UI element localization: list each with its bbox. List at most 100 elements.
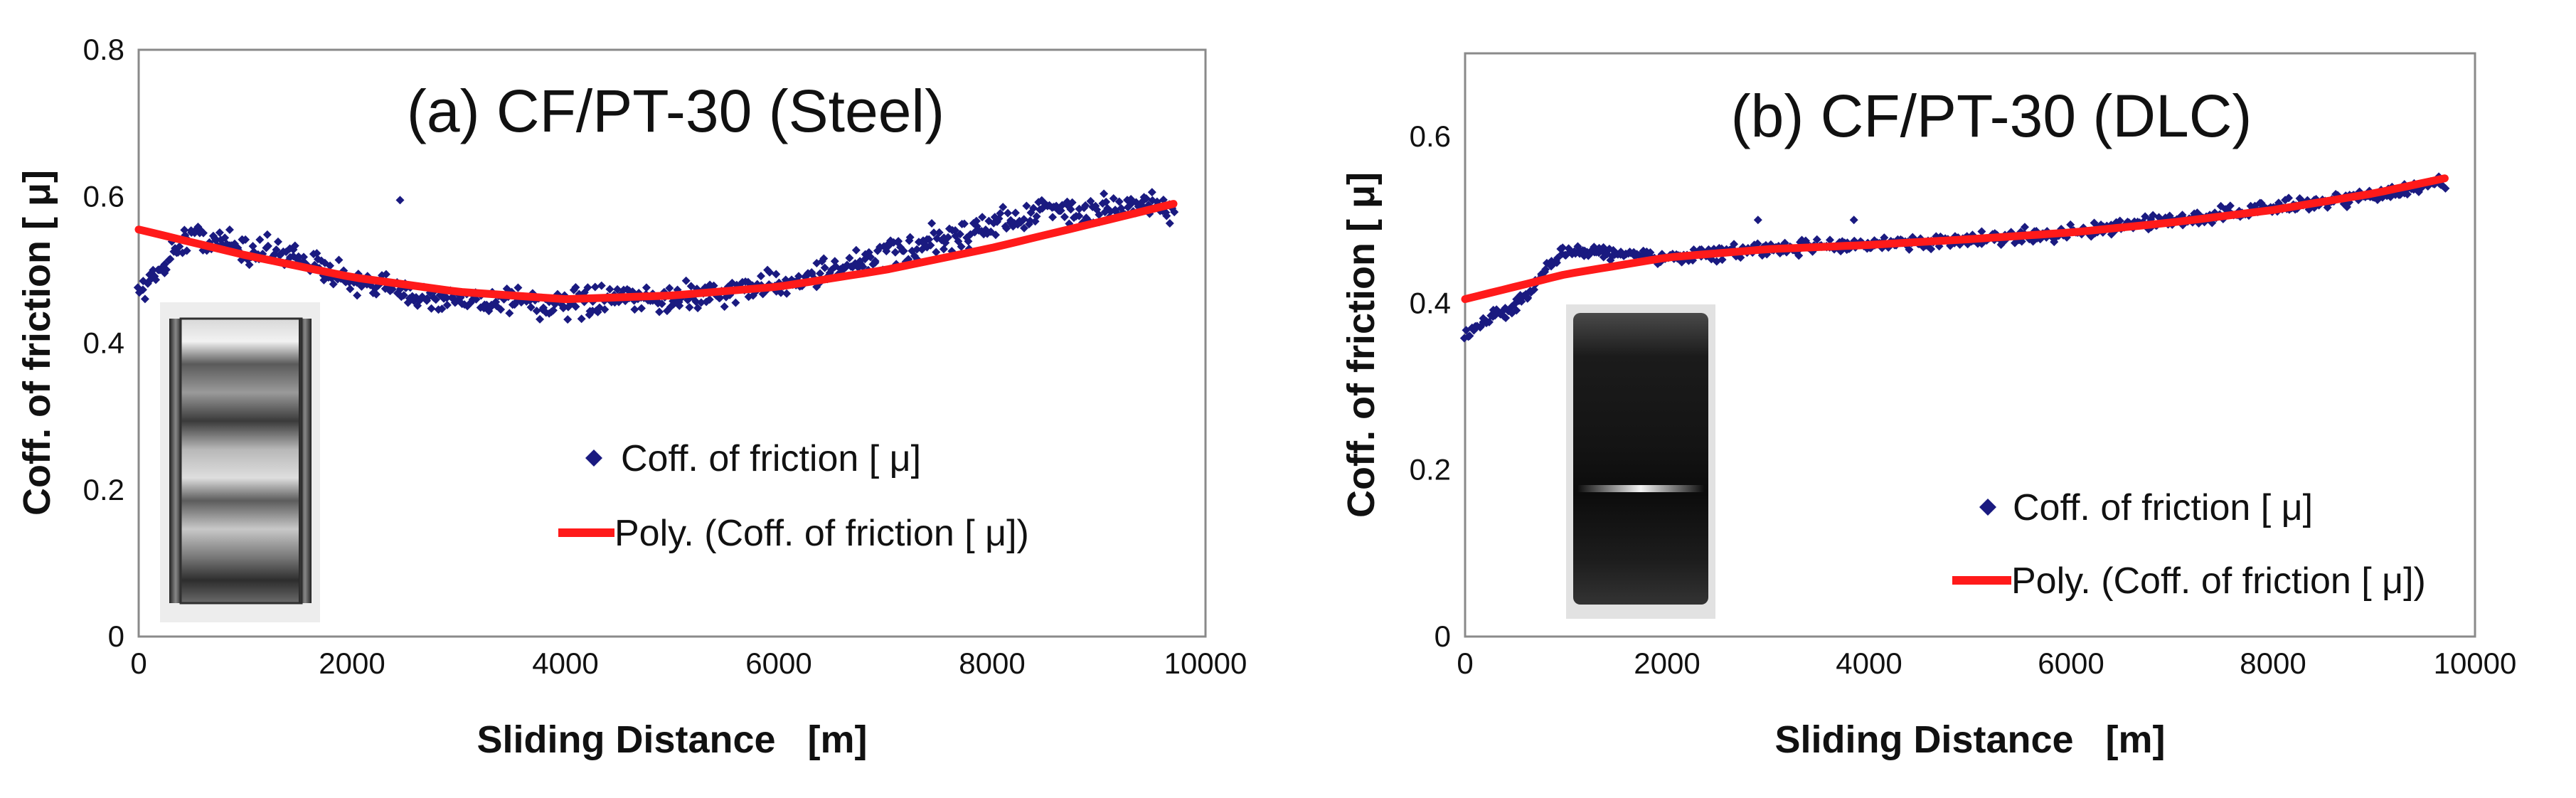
- scatter-point: [1541, 265, 1550, 274]
- scatter-point: [613, 284, 622, 294]
- scatter-point: [198, 228, 208, 238]
- scatter-point: [151, 275, 161, 284]
- scatter-point: [346, 284, 355, 294]
- scatter-point: [637, 304, 646, 313]
- scatter-point: [1730, 240, 1739, 249]
- scatter-point: [334, 255, 344, 265]
- scatter-point: [1114, 197, 1124, 206]
- scatter-point: [1011, 208, 1020, 218]
- scatter-point: [180, 225, 189, 235]
- scatter-point: [1170, 208, 1179, 217]
- scatter-point: [794, 272, 804, 281]
- scatter-point: [442, 293, 452, 302]
- scatter-point: [1081, 201, 1090, 210]
- legend-marker-scatter-a: [585, 449, 602, 467]
- scatter-point: [1004, 208, 1013, 218]
- legend-b: Coff. of friction [ μ] Poly. (Coff. of f…: [1952, 487, 2426, 602]
- steel-ring-image: [160, 302, 320, 622]
- scatter-point: [577, 314, 586, 324]
- y-tick-label: 0.6: [83, 179, 124, 213]
- y-tick-label: 0: [1435, 619, 1451, 653]
- scatter-point: [2225, 201, 2235, 211]
- x-tick-label: 10000: [2434, 647, 2517, 680]
- scatter-point: [1026, 216, 1035, 225]
- scatter-point: [1849, 216, 1858, 225]
- scatter-point: [1484, 317, 1494, 326]
- scatter-point: [816, 269, 825, 278]
- scatter-point: [1100, 189, 1109, 198]
- y-tick-label: 0.2: [83, 473, 124, 506]
- scatter-point: [597, 281, 606, 290]
- x-axis-title-a: Sliding Distance [m]: [477, 718, 867, 761]
- scatter-point: [1141, 194, 1151, 203]
- scatter-point: [871, 258, 880, 267]
- chart-title-a: (a) CF/PT-30 (Steel): [407, 78, 944, 144]
- scatter-point: [1066, 205, 1075, 214]
- scatter-point: [1102, 197, 1111, 206]
- scatter-point: [1977, 227, 1986, 236]
- scatter-point: [851, 245, 861, 255]
- scatter-point: [140, 294, 149, 304]
- scatter-point: [215, 228, 224, 237]
- scatter-point: [245, 260, 254, 270]
- scatter-point: [442, 300, 452, 309]
- scatter-point: [1465, 331, 1474, 341]
- legend-label-scatter-a: Coff. of friction [ μ]: [621, 438, 921, 479]
- scatter-point: [182, 246, 191, 255]
- scatter-point: [996, 208, 1005, 218]
- scatter-point: [399, 291, 408, 300]
- scatter-point: [2402, 190, 2412, 199]
- scatter-point: [605, 284, 614, 294]
- tick-labels-a: 0 2000 4000 6000 8000 10000 0 0.2 0.4 0.6 0.8: [83, 33, 1247, 680]
- y-tick-label: 0.4: [83, 326, 124, 360]
- scatter-point: [756, 272, 765, 281]
- y-tick-label: 0.2: [1410, 453, 1451, 486]
- scatter-point: [820, 263, 829, 272]
- scatter-point: [1162, 211, 1171, 220]
- scatter-point: [536, 314, 545, 324]
- scatter-point: [1165, 218, 1174, 228]
- x-axis-title-b: Sliding Distance [m]: [1774, 718, 2165, 761]
- scatter-point: [505, 309, 514, 318]
- scatter-point: [955, 230, 964, 239]
- scatter-point: [563, 315, 573, 324]
- scatter-point: [138, 285, 147, 294]
- scatter-point: [2284, 193, 2294, 203]
- dlc-ring-image: [1566, 304, 1715, 619]
- scatter-point: [395, 196, 405, 205]
- scatter-point: [255, 235, 265, 244]
- scatter-point: [1512, 306, 1521, 315]
- scatter-point: [665, 284, 674, 293]
- scatter-point: [548, 306, 558, 315]
- scatter-point: [930, 228, 939, 238]
- scatter-point: [1812, 235, 1821, 244]
- scatter-point: [299, 252, 308, 262]
- legend-label-poly-a: Poly. (Coff. of friction [ μ]): [614, 513, 1029, 554]
- scatter-point: [776, 288, 785, 297]
- scatter-point: [845, 253, 854, 262]
- scatter-point: [765, 267, 775, 277]
- scatter-point: [2441, 183, 2450, 193]
- scatter-point: [532, 307, 541, 316]
- y-axis-title-b: Coff. of friction [ μ]: [1340, 172, 1383, 518]
- scatter-point: [905, 233, 915, 242]
- x-tick-label: 6000: [745, 647, 811, 680]
- scatter-point: [959, 219, 969, 228]
- scatter-point: [819, 254, 829, 263]
- scatter-point: [496, 305, 506, 314]
- x-tick-label: 8000: [2240, 647, 2306, 680]
- scatter-point: [241, 235, 250, 244]
- scatter-point: [166, 255, 175, 264]
- scatter-point: [312, 249, 321, 258]
- scatter-point: [175, 242, 184, 251]
- scatter-point: [427, 304, 436, 313]
- scatter-point: [263, 241, 272, 250]
- y-tick-label: 0.4: [1410, 286, 1451, 319]
- scatter-point: [630, 305, 639, 314]
- scatter-point: [274, 237, 283, 246]
- scatter-point: [1020, 223, 1029, 233]
- scatter-point: [709, 281, 718, 290]
- legend-marker-scatter-b: [1979, 499, 1996, 516]
- scatter-point: [1029, 203, 1038, 213]
- scatter-point: [571, 302, 580, 312]
